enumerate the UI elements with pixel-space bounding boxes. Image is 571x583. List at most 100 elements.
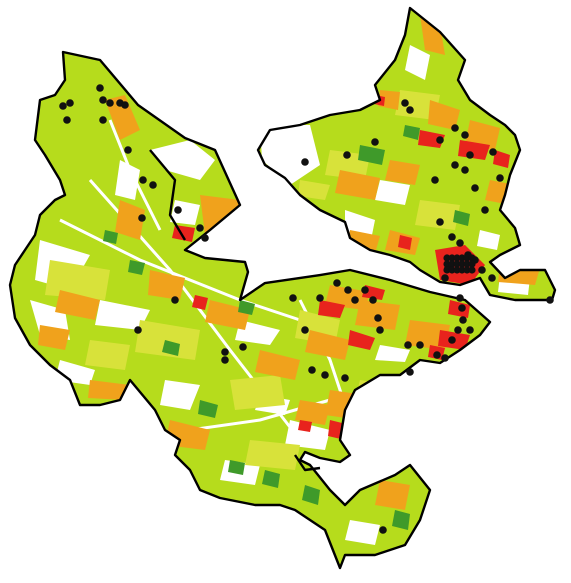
sample-point — [96, 84, 104, 92]
sample-point — [458, 304, 466, 312]
sample-point — [308, 366, 316, 374]
sample-point — [471, 184, 479, 192]
sample-point — [401, 99, 409, 107]
sample-point — [351, 296, 359, 304]
sample-points — [59, 84, 554, 534]
sample-point — [436, 136, 444, 144]
sample-point — [456, 239, 464, 247]
sample-point — [433, 351, 441, 359]
sample-point — [174, 206, 182, 214]
sample-point — [341, 374, 349, 382]
sample-point — [106, 99, 114, 107]
sample-point — [344, 286, 352, 294]
east-dark-green-areas — [358, 125, 470, 226]
sample-point — [343, 151, 351, 159]
sample-point — [416, 341, 424, 349]
sample-point — [453, 266, 461, 274]
sample-point — [221, 356, 229, 364]
sample-point — [468, 260, 476, 268]
sample-point — [546, 296, 554, 304]
sample-point — [138, 214, 146, 222]
sample-point — [436, 218, 444, 226]
sample-point — [463, 260, 471, 268]
east-red-areas — [374, 95, 510, 285]
sample-point — [441, 274, 449, 282]
sample-point — [453, 260, 461, 268]
sample-point — [448, 336, 456, 344]
sample-point — [404, 341, 412, 349]
sample-point — [406, 368, 414, 376]
west-region-boundary — [8, 50, 492, 570]
sample-point — [63, 116, 71, 124]
sample-point — [171, 296, 179, 304]
sample-point — [468, 254, 476, 262]
sample-point — [431, 176, 439, 184]
sample-point — [369, 296, 377, 304]
sample-point — [139, 176, 147, 184]
sample-point — [461, 166, 469, 174]
sample-point — [379, 526, 387, 534]
sample-point — [289, 294, 297, 302]
sample-point — [239, 343, 247, 351]
administrative-boundaries — [8, 6, 557, 570]
east-region-boundary — [256, 6, 557, 302]
sample-point — [468, 266, 476, 274]
sample-point — [451, 124, 459, 132]
sample-point — [459, 316, 467, 324]
sample-point — [443, 260, 451, 268]
sample-point — [458, 266, 466, 274]
sample-point — [301, 158, 309, 166]
sample-point — [496, 174, 504, 182]
sample-point — [201, 234, 209, 242]
sample-point — [458, 260, 466, 268]
sample-point — [134, 326, 142, 334]
sample-point — [316, 294, 324, 302]
sample-point — [333, 279, 341, 287]
sample-point — [99, 116, 107, 124]
west-yellow-green-areas — [45, 260, 395, 470]
sample-point — [121, 101, 129, 109]
inner-boundary-south — [294, 454, 321, 472]
sample-point — [463, 254, 471, 262]
sample-point — [59, 102, 67, 110]
sample-point — [478, 266, 486, 274]
sample-point — [466, 151, 474, 159]
sample-point — [453, 254, 461, 262]
east-white-gaps — [260, 45, 530, 295]
sample-point — [466, 326, 474, 334]
sample-point — [443, 266, 451, 274]
sample-point — [488, 274, 496, 282]
sample-point — [371, 138, 379, 146]
sample-point — [406, 106, 414, 114]
sample-point — [448, 254, 456, 262]
sample-point — [448, 233, 456, 241]
sample-point — [489, 148, 497, 156]
sample-point — [463, 266, 471, 274]
sample-point — [321, 371, 329, 379]
sample-point — [301, 326, 309, 334]
sample-point — [458, 254, 466, 262]
sample-point — [99, 96, 107, 104]
sample-point — [448, 266, 456, 274]
west-dark-green-areas — [103, 230, 410, 530]
sample-point — [456, 294, 464, 302]
east-yellow-green-areas — [298, 90, 460, 230]
sample-point — [461, 131, 469, 139]
sample-point — [451, 161, 459, 169]
sample-point — [374, 314, 382, 322]
sample-point — [361, 286, 369, 294]
sample-point — [124, 146, 132, 154]
sample-point — [481, 206, 489, 214]
sample-point — [221, 348, 229, 356]
sample-point — [448, 260, 456, 268]
sample-point — [149, 181, 157, 189]
sample-point — [443, 254, 451, 262]
sample-point — [454, 326, 462, 334]
sample-point — [441, 354, 449, 362]
sample-point — [196, 224, 204, 232]
sample-point — [66, 99, 74, 107]
sample-point — [376, 326, 384, 334]
inner-boundary-west — [149, 149, 187, 241]
